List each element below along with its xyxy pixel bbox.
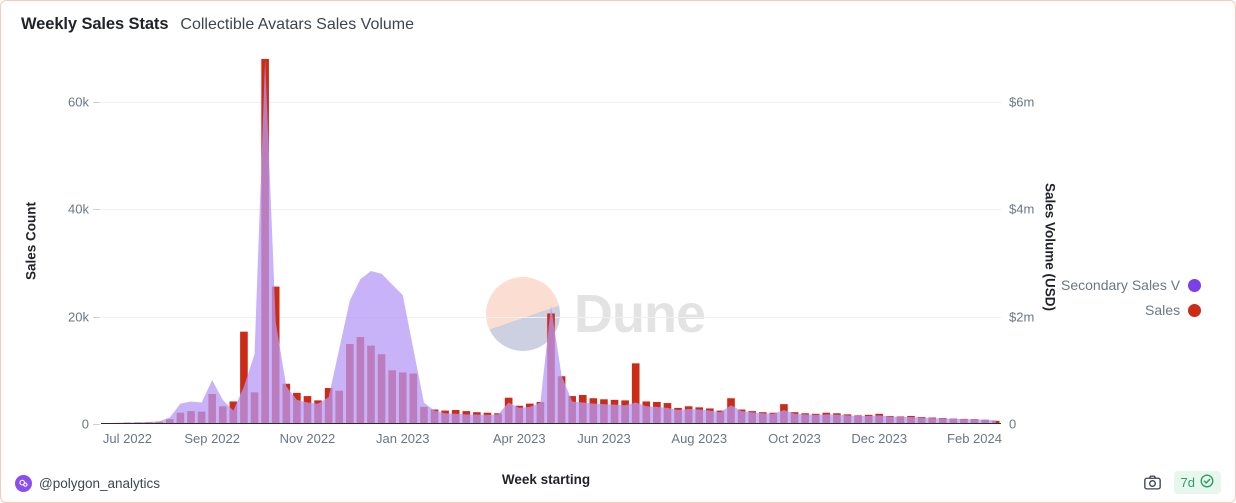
y-axis-left-tick-mark bbox=[93, 101, 100, 103]
check-circle-icon bbox=[1200, 474, 1214, 491]
plot-canvas bbox=[101, 59, 1001, 424]
y-axis-left-tick-label: 0 bbox=[81, 416, 89, 432]
y-axis-right-tick-label: 0 bbox=[1009, 416, 1017, 432]
legend-item[interactable]: Secondary Sales V bbox=[1061, 277, 1202, 293]
legend-item[interactable]: Sales bbox=[1145, 302, 1202, 318]
chart-legend: Secondary Sales V Sales bbox=[1061, 277, 1202, 318]
bar-sales bbox=[631, 363, 640, 424]
author-link[interactable]: @polygon_analytics bbox=[15, 475, 160, 492]
x-axis-tick-label: Feb 2024 bbox=[947, 431, 1002, 446]
y-axis-left-tick-label: 40k bbox=[68, 201, 89, 217]
y-axis-left-tick-mark bbox=[93, 316, 100, 318]
legend-label: Secondary Sales V bbox=[1061, 277, 1181, 293]
x-axis-line bbox=[101, 422, 1001, 424]
gridline bbox=[101, 101, 1001, 103]
chart-subtitle: Collectible Avatars Sales Volume bbox=[180, 16, 415, 33]
x-axis-tick-label: Jul 2022 bbox=[102, 431, 153, 446]
page-title: Weekly Sales Stats bbox=[21, 15, 169, 33]
area-secondary-sales-volume bbox=[106, 59, 996, 424]
y-axis-left-title: Sales Count bbox=[23, 201, 39, 281]
y-axis-left-tick-label: 60k bbox=[68, 94, 89, 110]
legend-color-swatch bbox=[1188, 303, 1202, 317]
x-axis-tick-label: Sep 2022 bbox=[184, 431, 241, 446]
x-axis-tick-label: Nov 2022 bbox=[279, 431, 336, 446]
author-handle: @polygon_analytics bbox=[39, 476, 161, 491]
x-axis-tick-label: Dec 2023 bbox=[851, 431, 908, 446]
x-axis-tick-label: Apr 2023 bbox=[492, 431, 546, 446]
chart-footer: @polygon_analytics 7d bbox=[1, 464, 1235, 502]
camera-icon[interactable] bbox=[1142, 472, 1164, 494]
y-axis-right-tick-label: $2m bbox=[1009, 309, 1035, 325]
y-axis-left-tick-mark bbox=[93, 424, 100, 425]
plot-area: Dune 0 20k 40k 60k 0 $2m $4m $6m Jul 2022 Sep 2… bbox=[1, 49, 1236, 487]
y-axis-right-title: Sales Volume (USD) bbox=[1042, 182, 1058, 312]
freshness-label: 7d bbox=[1180, 475, 1195, 490]
x-axis-title: Week starting bbox=[501, 472, 591, 487]
y-axis-left-tick-mark bbox=[93, 209, 100, 211]
avatar bbox=[15, 475, 32, 492]
footer-actions: 7d bbox=[1142, 471, 1221, 494]
legend-color-swatch bbox=[1188, 278, 1202, 292]
x-axis-tick-label: Jun 2023 bbox=[577, 431, 631, 446]
x-axis-tick-label: Oct 2023 bbox=[768, 431, 821, 446]
y-axis-right-tick-label: $4m bbox=[1009, 201, 1035, 217]
x-axis-tick-label: Aug 2023 bbox=[671, 431, 728, 446]
series-layer bbox=[102, 59, 1000, 424]
x-axis-tick-label: Jan 2023 bbox=[376, 431, 430, 446]
freshness-badge[interactable]: 7d bbox=[1173, 471, 1221, 494]
legend-label: Sales bbox=[1145, 302, 1181, 318]
bar-sales bbox=[240, 331, 248, 424]
gridline bbox=[101, 209, 1001, 211]
chart-header: Weekly Sales Stats Collectible Avatars S… bbox=[21, 15, 414, 34]
y-axis-right-tick-label: $6m bbox=[1009, 94, 1035, 110]
y-axis-left-tick-label: 20k bbox=[68, 309, 89, 325]
